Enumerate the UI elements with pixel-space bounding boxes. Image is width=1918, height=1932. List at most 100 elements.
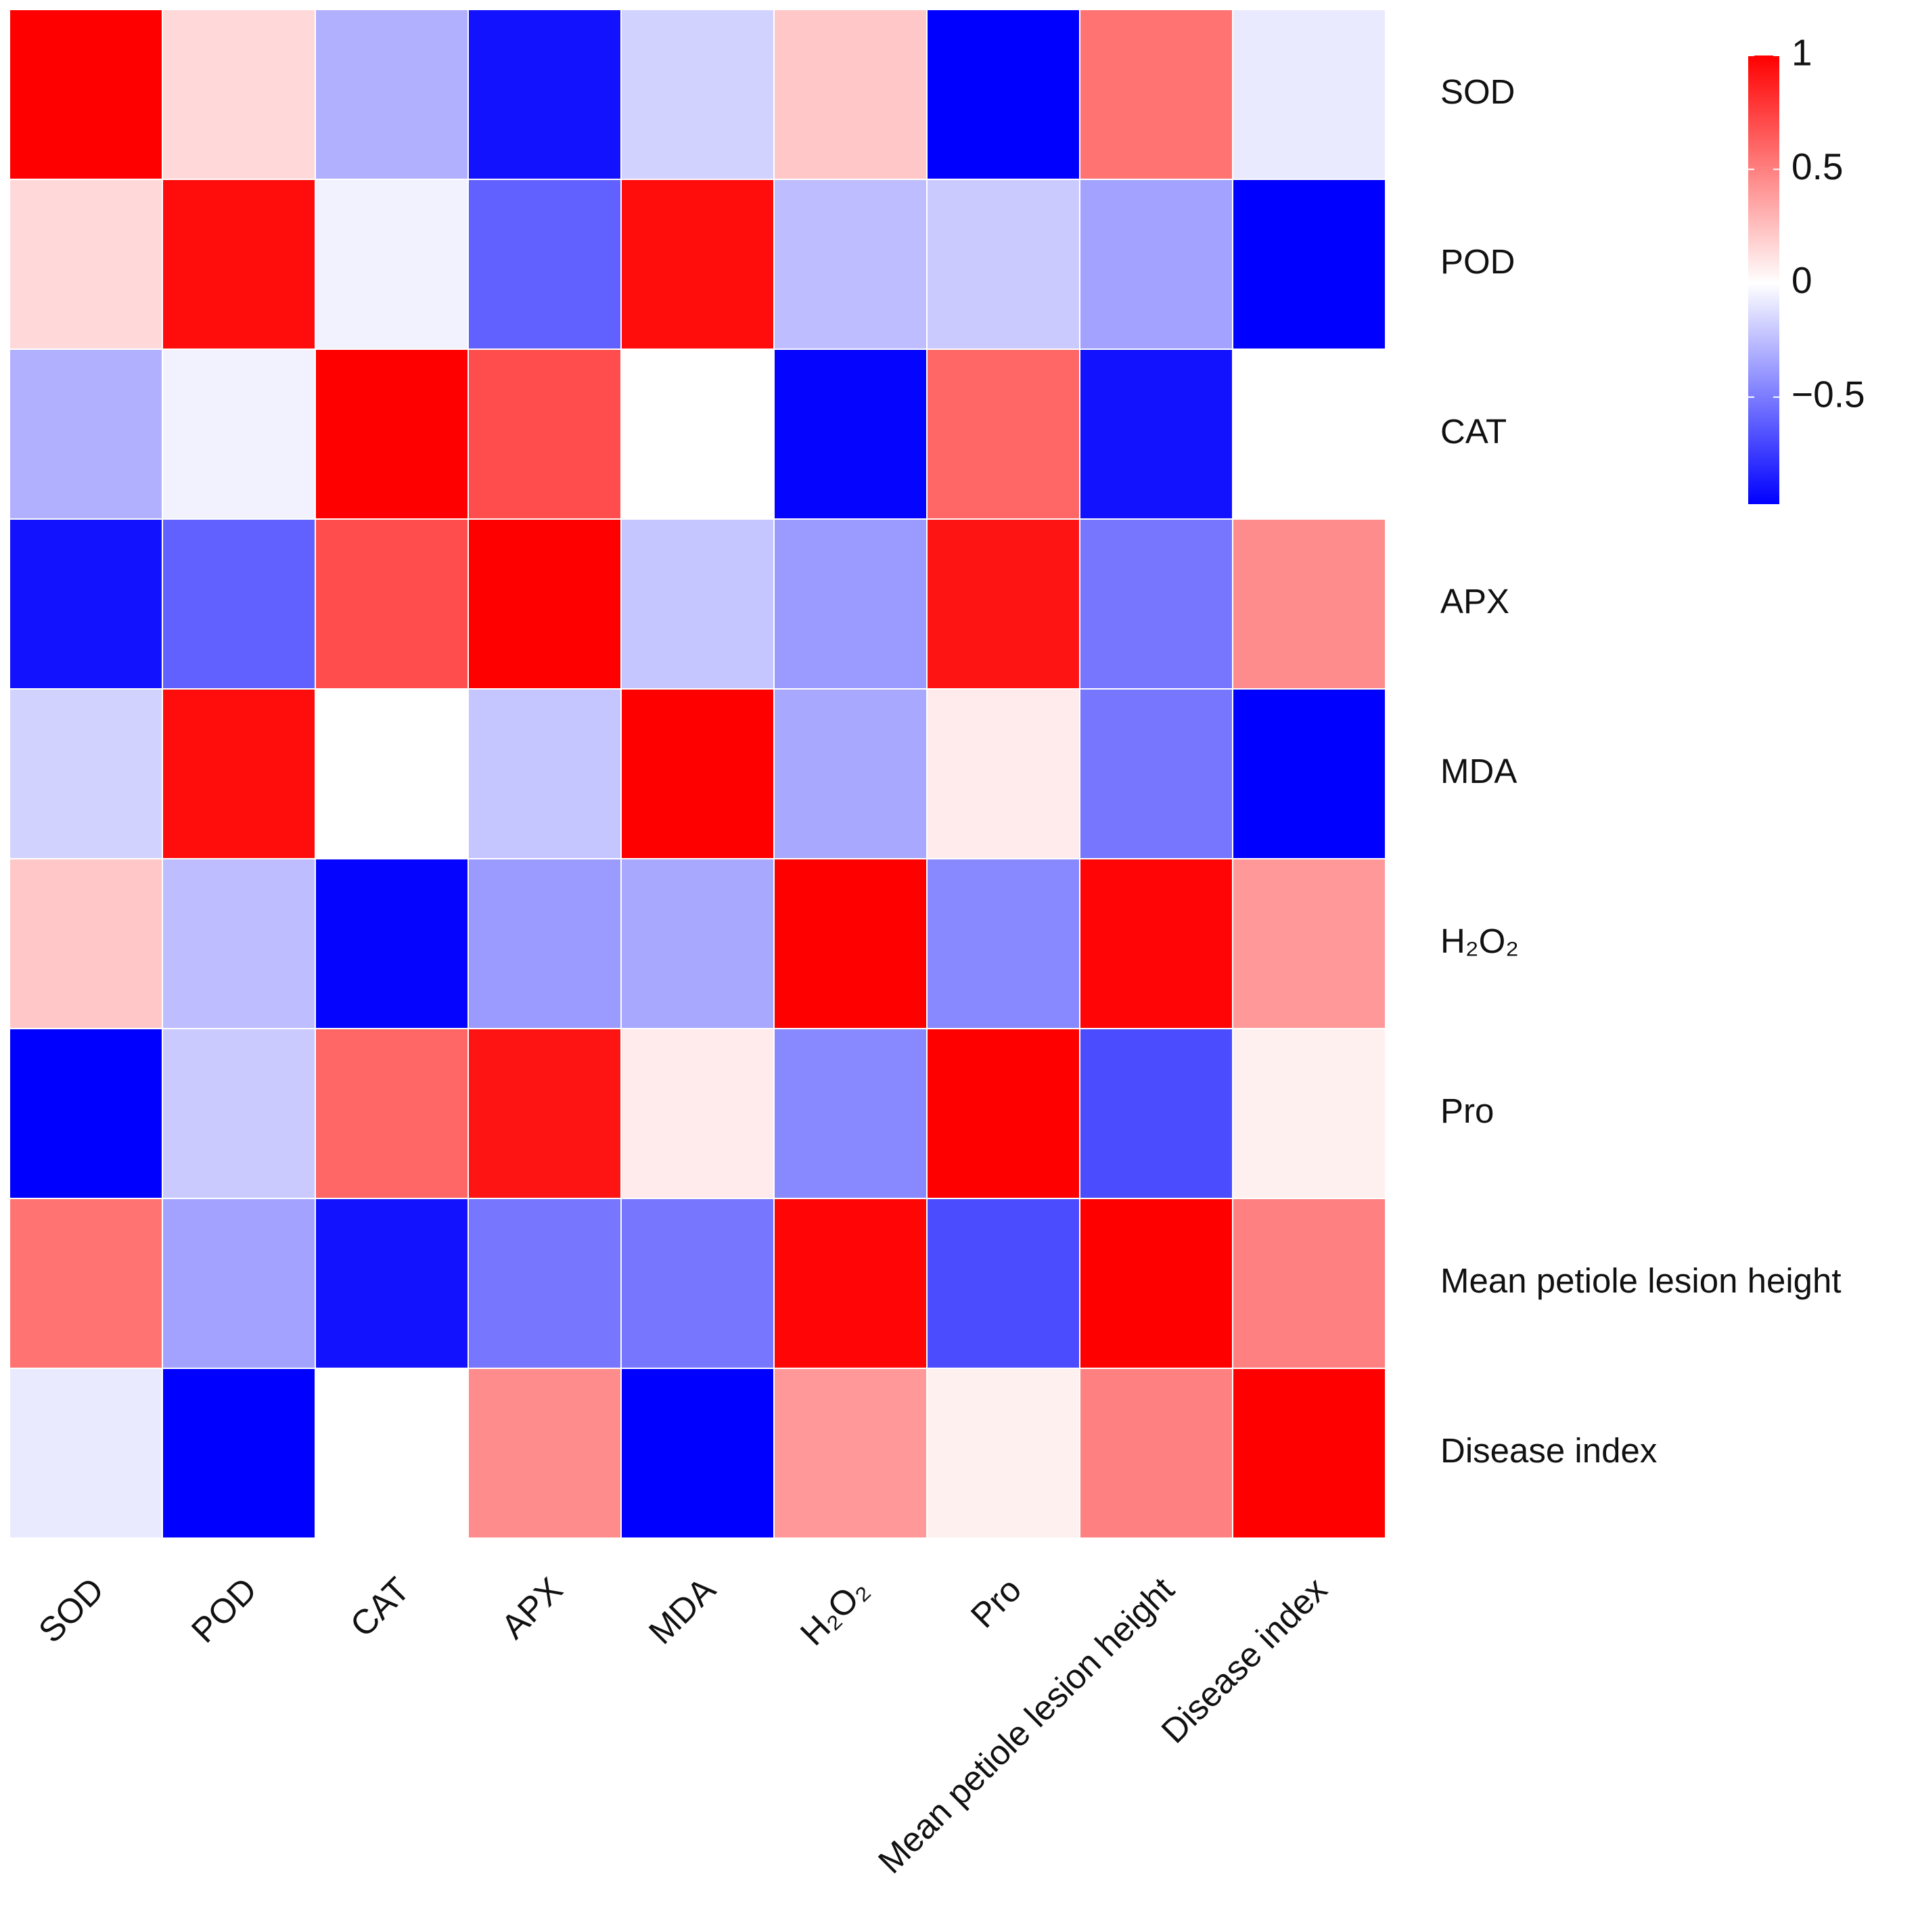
heatmap-cell (1232, 518, 1386, 690)
heatmap-cell (773, 1368, 928, 1539)
row-label: Disease index (1440, 1431, 1657, 1470)
heatmap-cell (162, 179, 316, 350)
heatmap-cell (162, 349, 316, 520)
heatmap-cell (773, 518, 928, 690)
heatmap-cell (467, 688, 622, 859)
column-label: SOD (31, 1570, 111, 1650)
heatmap-cell (1232, 858, 1386, 1029)
heatmap-cell (926, 179, 1080, 350)
heatmap-cell (1232, 688, 1386, 859)
heatmap-cell (315, 349, 469, 520)
heatmap-cell (467, 1198, 622, 1369)
heatmap-cell (926, 349, 1080, 520)
row-label: Pro (1440, 1092, 1494, 1130)
heatmap-cell (162, 1368, 316, 1539)
colorbar (1748, 55, 1779, 504)
heatmap-cell (1232, 1368, 1386, 1539)
heatmap-cell (620, 349, 775, 520)
heatmap-cell (9, 1198, 163, 1369)
heatmap-cell (773, 1028, 928, 1199)
heatmap-cell (620, 1028, 775, 1199)
colorbar-tick-label: 0 (1791, 259, 1812, 301)
heatmap-cell (926, 858, 1080, 1029)
heatmap-cell (315, 518, 469, 690)
heatmap-cell (926, 1028, 1080, 1199)
column-label: MDA (641, 1570, 723, 1651)
heatmap-cell (315, 1028, 469, 1199)
column-label: Pro (963, 1570, 1028, 1635)
heatmap-cell (315, 9, 469, 180)
heatmap-cell (467, 9, 622, 180)
heatmap-cell (926, 1198, 1080, 1369)
heatmap-cell (1079, 179, 1233, 350)
heatmap-cell (162, 518, 316, 690)
heatmap-cell (620, 9, 775, 180)
colorbar-tick-label: 1 (1791, 32, 1812, 74)
column-label: POD (184, 1570, 264, 1650)
heatmap-cell (9, 179, 163, 350)
heatmap-cell (926, 518, 1080, 690)
colorbar-tick-label: −0.5 (1791, 373, 1865, 415)
heatmap-cell (1079, 1028, 1233, 1199)
row-label: POD (1440, 242, 1515, 281)
heatmap-cell (467, 349, 622, 520)
heatmap-cell (1079, 349, 1233, 520)
column-label: APX (494, 1570, 570, 1646)
column-label: H₂O₂ (793, 1570, 875, 1653)
heatmap-cell (620, 688, 775, 859)
row-label: APX (1440, 582, 1509, 621)
heatmap-cell (467, 518, 622, 690)
heatmap-cell (620, 858, 775, 1029)
heatmap-cell (620, 518, 775, 690)
row-label: SOD (1440, 72, 1515, 111)
heatmap-cell (773, 858, 928, 1029)
heatmap-cell (926, 1368, 1080, 1539)
row-label: MDA (1440, 752, 1517, 790)
heatmap-cell (467, 1368, 622, 1539)
heatmap-cell (1232, 1028, 1386, 1199)
heatmap-cell (1232, 349, 1386, 520)
heatmap-cell (9, 1028, 163, 1199)
heatmap-cell (1079, 1368, 1233, 1539)
heatmap-cell (1232, 1198, 1386, 1369)
heatmap-cell (773, 688, 928, 859)
heatmap-cell (1079, 518, 1233, 690)
heatmap-cell (1079, 1198, 1233, 1369)
heatmap-cell (162, 1198, 316, 1369)
heatmap-cell (315, 179, 469, 350)
heatmap-cell (467, 858, 622, 1029)
row-label: H₂O₂ (1440, 922, 1519, 960)
heatmap-cell (315, 858, 469, 1029)
heatmap-cell (1079, 858, 1233, 1029)
heatmap-cell (1232, 9, 1386, 180)
heatmap-cell (9, 688, 163, 859)
heatmap-cell (1232, 179, 1386, 350)
heatmap-cell (1079, 9, 1233, 180)
heatmap-cell (9, 349, 163, 520)
heatmap-cell (9, 1368, 163, 1539)
heatmap-cell (1079, 688, 1233, 859)
colorbar-tick-label: 0.5 (1791, 145, 1843, 187)
heatmap-cell (926, 688, 1080, 859)
column-label: Mean petiole lesion height (871, 1570, 1181, 1881)
heatmap-cell (315, 1368, 469, 1539)
heatmap-cell (9, 518, 163, 690)
heatmap-cell (620, 179, 775, 350)
heatmap-cell (162, 1028, 316, 1199)
heatmap-cell (315, 688, 469, 859)
heatmap-cell (773, 9, 928, 180)
column-label: CAT (343, 1570, 417, 1644)
heatmap-cell (773, 179, 928, 350)
row-label: CAT (1440, 412, 1507, 451)
heatmap-cell (162, 9, 316, 180)
heatmap-cell (620, 1198, 775, 1369)
heatmap-cell (620, 1368, 775, 1539)
heatmap-cell (773, 1198, 928, 1369)
heatmap-cell (926, 9, 1080, 180)
row-label: Mean petiole lesion height (1440, 1261, 1842, 1300)
heatmap-cell (467, 1028, 622, 1199)
heatmap-cell (467, 179, 622, 350)
heatmap-cell (162, 688, 316, 859)
heatmap-cell (9, 9, 163, 180)
